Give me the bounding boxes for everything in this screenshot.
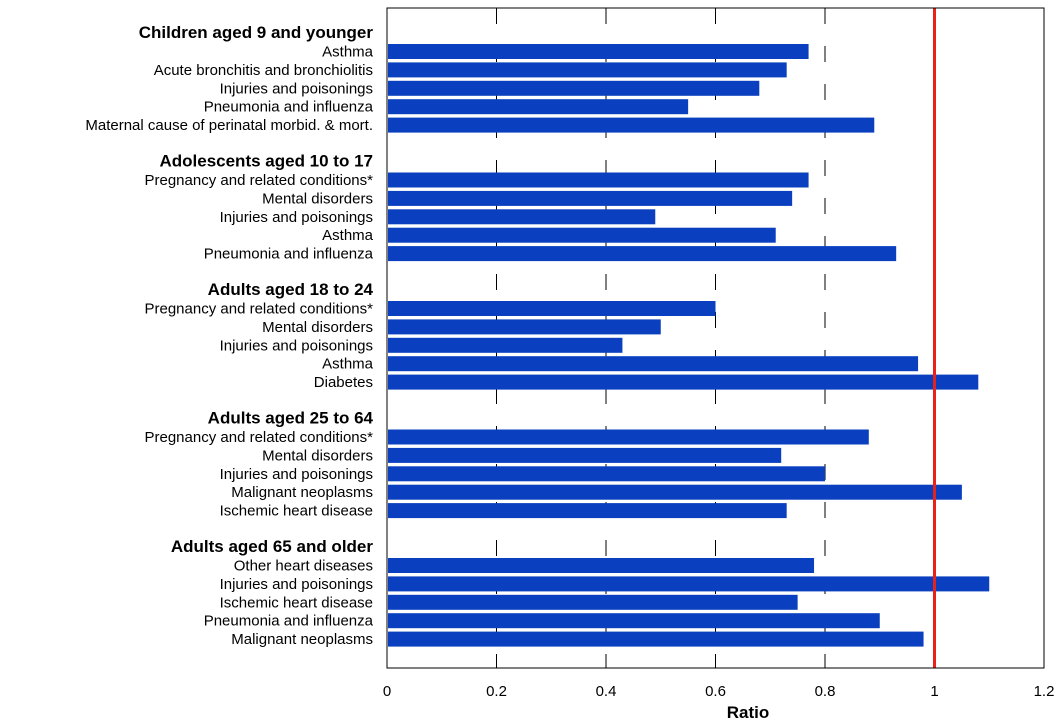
bar (388, 62, 787, 78)
category-label: Pregnancy and related conditions* (145, 301, 374, 318)
x-tick-label: 1.2 (1034, 683, 1055, 700)
category-label: Injuries and poisonings (220, 466, 373, 483)
bars (388, 44, 990, 647)
bar (388, 558, 815, 573)
bar (388, 447, 782, 463)
x-tick-label: 0 (383, 683, 391, 700)
bar (388, 117, 875, 133)
category-label: Injuries and poisonings (220, 209, 373, 226)
bar (388, 209, 656, 225)
group-title: Adults aged 25 to 64 (208, 409, 374, 428)
group-title: Children aged 9 and younger (139, 23, 374, 42)
category-label: Ischemic heart disease (220, 503, 373, 520)
bar (388, 594, 798, 610)
category-label: Malignant neoplasms (231, 484, 373, 501)
bar (388, 429, 869, 445)
bar (388, 631, 924, 647)
group-title: Adolescents aged 10 to 17 (159, 152, 373, 171)
category-label: Mental disorders (262, 447, 373, 464)
bar (388, 246, 897, 262)
category-label: Maternal cause of perinatal morbid. & mo… (85, 117, 373, 134)
x-axis-ticks: 0 0.2 0.4 0.6 0.8 1 1.2 (383, 683, 1055, 700)
category-label: Acute bronchitis and bronchiolitis (154, 62, 373, 79)
category-label: Pneumonia and influenza (204, 246, 374, 263)
bar (388, 319, 661, 335)
bar (388, 374, 979, 390)
bar (388, 80, 760, 96)
plot-frame (386, 7, 1045, 669)
bar (388, 503, 787, 519)
x-tick-label: 0.4 (596, 683, 617, 700)
category-label: Injuries and poisonings (220, 337, 373, 354)
category-label: Pneumonia and influenza (204, 613, 374, 630)
category-label: Diabetes (314, 374, 373, 391)
bar (388, 99, 689, 115)
x-tick-label: 1 (930, 683, 938, 700)
category-label: Injuries and poisonings (220, 80, 373, 97)
bar (388, 337, 623, 353)
category-label: Asthma (322, 356, 374, 373)
bar (388, 484, 962, 500)
category-label: Pregnancy and related conditions* (145, 172, 374, 189)
category-label: Mental disorders (262, 319, 373, 336)
bar (388, 301, 716, 316)
category-label: Pregnancy and related conditions* (145, 429, 374, 446)
x-tick-label: 0.6 (705, 683, 726, 700)
bar (388, 576, 990, 592)
bar (388, 190, 793, 206)
category-label: Asthma (322, 44, 374, 61)
category-label: Ischemic heart disease (220, 594, 373, 611)
category-label: Asthma (322, 227, 374, 244)
bar (388, 466, 825, 482)
bar (388, 227, 776, 243)
x-tick-label: 0.2 (486, 683, 507, 700)
group-title: Adults aged 18 to 24 (208, 280, 374, 299)
category-label: Pneumonia and influenza (204, 99, 374, 116)
bar (388, 172, 809, 188)
category-label: Other heart diseases (234, 558, 373, 575)
bar (388, 356, 919, 372)
bar (388, 44, 809, 59)
category-label: Malignant neoplasms (231, 631, 373, 648)
category-label: Injuries and poisonings (220, 576, 373, 593)
group-title: Adults aged 65 and older (171, 537, 374, 556)
x-axis-title: Ratio (727, 703, 770, 722)
x-tick-label: 0.8 (815, 683, 836, 700)
category-label: Mental disorders (262, 190, 373, 207)
bar (388, 613, 880, 629)
